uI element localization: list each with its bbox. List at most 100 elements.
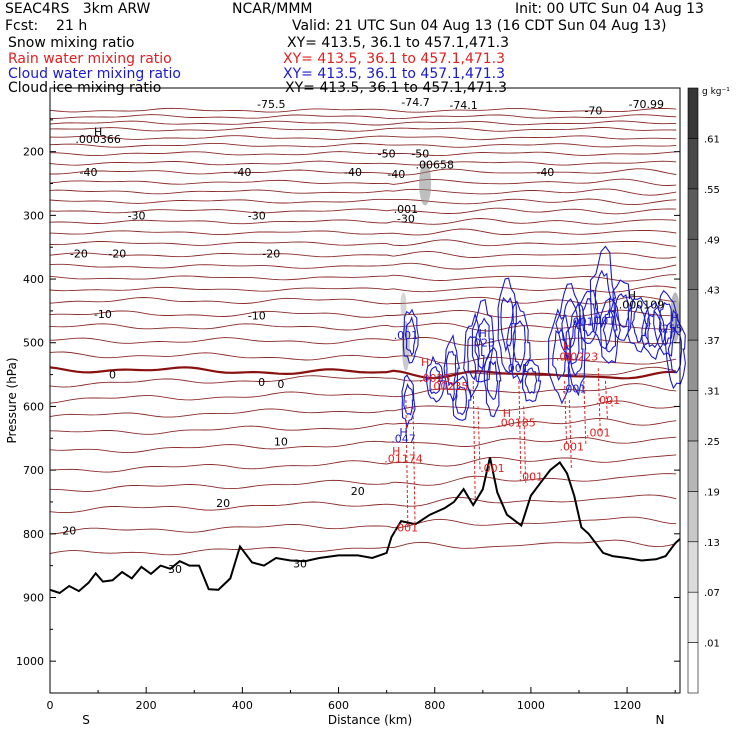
extremum-label: H	[628, 289, 636, 302]
isotherm-label: -30	[128, 209, 146, 222]
isotherm-line	[49, 120, 677, 126]
cloud-water-contour	[524, 367, 538, 394]
extremum-label: .001	[560, 441, 585, 454]
extremum-label: H	[479, 327, 487, 340]
terrain-line	[49, 457, 681, 595]
snow-shade	[670, 292, 681, 343]
cloud-water-contour	[402, 308, 419, 364]
isotherm-line	[49, 383, 677, 404]
cloud-water-contour	[627, 296, 651, 353]
isotherm-line	[49, 400, 677, 418]
colorbar-segment	[687, 642, 699, 694]
colorbar-tick-label: .49	[704, 235, 720, 246]
field-xy-snow: XY= 413.5, 36.1 to 457.1,471.3	[287, 35, 510, 51]
contour-label-layer: -75.5 -74.7 -74.1 -70 -70.99 -50 -50 -40 -40 -40 -…	[62, 96, 682, 576]
isotherm-label: -40	[79, 166, 97, 179]
isotherm-label: 0	[277, 378, 284, 391]
cloud-water-contour	[405, 315, 417, 357]
isotherm-label: -10	[94, 308, 112, 321]
cloud-water-contour	[445, 350, 457, 387]
cloud-water-contour	[500, 297, 514, 353]
isotherm-line	[49, 151, 677, 157]
y-tick-label: 900	[23, 591, 44, 604]
init-time: Init: 00 UTC Sun 04 Aug 13	[515, 1, 704, 17]
field-name-rain: Rain water mixing ratio	[8, 51, 172, 67]
extremum-label: H	[392, 445, 400, 458]
isotherm-line	[49, 366, 677, 380]
x-tick-label: 1200	[613, 699, 641, 712]
isotherm-layer	[49, 107, 677, 556]
valid-time: Valid: 21 UTC Sun 04 Aug 13 (16 CDT Sun …	[292, 18, 667, 34]
extremum-label: .01	[556, 351, 574, 364]
x-tick-label: 400	[232, 699, 253, 712]
source-label: NCAR/MMM	[232, 1, 313, 17]
isotherm-label: 20	[62, 525, 76, 538]
colorbar-segment	[687, 491, 699, 543]
cloud-water-contour	[483, 346, 502, 418]
extremum-label: .001	[394, 203, 419, 216]
x-tick-label: 800	[424, 699, 445, 712]
cloud-water-contour	[429, 365, 442, 395]
isotherm-line	[49, 218, 677, 225]
snow-shade	[419, 161, 432, 206]
colorbar-segment	[687, 238, 699, 290]
isotherm-line	[49, 107, 677, 113]
isotherm-line	[50, 168, 677, 176]
isotherm-line	[49, 436, 677, 454]
isotherm-label: 20	[351, 485, 365, 498]
extremum-label: .00235	[430, 380, 469, 393]
extremum-label: H	[421, 356, 429, 369]
rain-water-contour	[609, 399, 613, 407]
isotherm-label: -74.1	[449, 99, 477, 112]
extremum-label: .01174	[384, 453, 423, 466]
cloud-water-contour	[512, 320, 526, 371]
extremum-label: H	[503, 407, 511, 420]
extremum-label: H	[671, 311, 679, 324]
rain-water-contour	[597, 368, 601, 432]
isotherm-line	[49, 322, 677, 332]
y-tick-label: 200	[23, 146, 44, 159]
colorbar-segment	[687, 188, 699, 240]
y-tick-label: 600	[23, 400, 44, 413]
isotherm-label: -74.7	[401, 96, 429, 109]
colorbar-unit: g kg⁻¹	[702, 87, 730, 97]
extremum-label: .000366	[75, 133, 121, 146]
y-tick-label: 700	[23, 464, 44, 477]
cloud-water-contour	[667, 326, 683, 374]
isotherm-line	[49, 418, 677, 435]
rain-water-contour	[477, 406, 481, 471]
x-tick-label: 600	[328, 699, 349, 712]
isotherm-line	[49, 126, 677, 132]
extremum-label: H	[399, 426, 407, 439]
isotherm-line	[49, 239, 677, 247]
colorbar-segment	[687, 339, 699, 391]
colorbar-tick-label: .01	[704, 639, 720, 650]
rain-water-contour	[583, 380, 587, 445]
isotherm-label: -50	[378, 148, 396, 161]
cloud-water-contour	[582, 298, 596, 337]
snow-shade	[400, 292, 407, 317]
isotherm-line	[49, 516, 677, 535]
rain-water-contour	[568, 400, 572, 471]
colorbar-segment	[687, 87, 699, 139]
cloud-water-contour	[565, 302, 587, 397]
isotherm-line	[49, 274, 677, 282]
cloud-water-contour	[644, 310, 663, 349]
colorbar-tick-label: .43	[704, 286, 720, 297]
cloud-water-contour	[401, 374, 416, 430]
field-xy-cloud-water: XY= 413.5, 36.1 to 457.1,471.3	[283, 66, 506, 82]
snow-shading-layer	[400, 161, 681, 371]
colorbar-tick-label: .19	[704, 487, 720, 498]
cloud-water-contour	[658, 301, 673, 346]
cloud-water-contour	[443, 334, 461, 403]
colorbar-tick-label: .31	[704, 387, 720, 398]
cloud-water-contour	[471, 298, 495, 383]
isotherm-label: 30	[168, 563, 182, 576]
isotherm-label: 0	[109, 369, 116, 382]
cloud-water-contour	[602, 308, 618, 353]
rain-water-contour	[564, 380, 568, 445]
isotherm-label: -40	[387, 168, 405, 181]
extremum-label: H	[94, 125, 102, 138]
